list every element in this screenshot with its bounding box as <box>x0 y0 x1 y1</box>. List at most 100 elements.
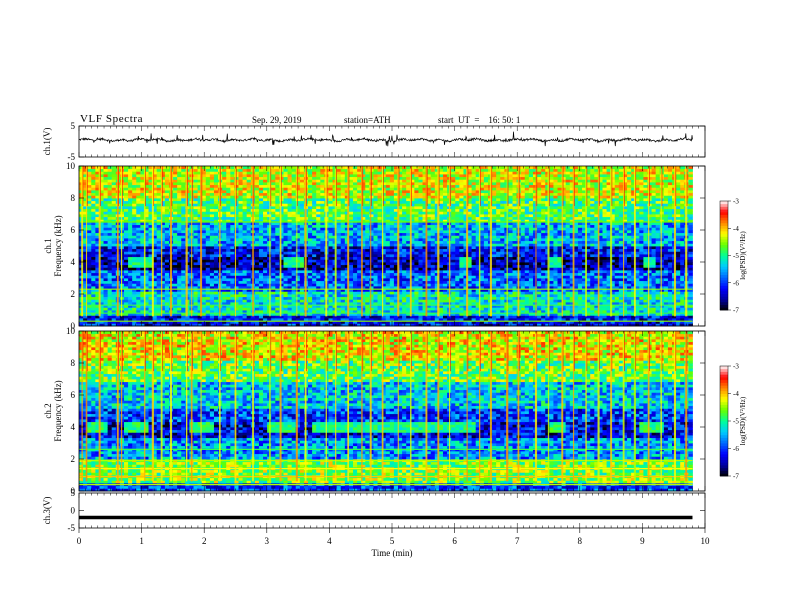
spectrogram-cell <box>389 310 395 314</box>
spectrogram-cell <box>254 198 260 202</box>
spectrogram-cell <box>389 299 395 303</box>
spectrogram-cell <box>123 216 129 220</box>
spectrogram-cell <box>234 216 239 220</box>
spectrogram-cell <box>348 246 354 250</box>
spectrogram-cell <box>328 251 333 255</box>
spectrogram-cell <box>369 216 374 220</box>
spectrogram-cell <box>385 296 391 300</box>
spectrogram-cell <box>381 291 387 295</box>
spectrogram-cell <box>291 182 297 186</box>
spectrogram-cell <box>381 270 387 274</box>
spectrogram-cell <box>99 318 104 322</box>
spectrogram-cell <box>275 262 280 266</box>
spectrogram-cell <box>336 171 342 175</box>
spectrogram-cell <box>164 227 170 231</box>
spectrogram-cell <box>201 171 207 175</box>
spectrogram-cell <box>222 168 227 172</box>
spectrogram-cell <box>377 307 383 311</box>
spectrogram-cell <box>95 288 100 292</box>
spectrogram-cell <box>369 259 374 263</box>
spectrogram-cell <box>271 262 276 266</box>
spectrogram-cell <box>246 248 252 252</box>
spectrogram-cell <box>369 211 374 215</box>
spectrogram-cell <box>205 320 211 324</box>
spectrogram-cell <box>136 176 141 180</box>
spectrogram-cell <box>246 275 252 279</box>
spectrogram-cell <box>144 198 149 202</box>
spectrogram-cell <box>381 318 387 322</box>
spectrogram-cell <box>201 251 207 255</box>
spectrogram-cell <box>254 179 260 183</box>
spectrogram-cell <box>328 294 333 298</box>
spectrogram-cell <box>357 200 362 204</box>
spectrogram-cell <box>267 214 272 218</box>
spectrogram-cell <box>156 176 162 180</box>
spectrogram-cell <box>373 174 378 178</box>
spectrogram-cell <box>164 307 170 311</box>
spectrogram-cell <box>132 192 137 196</box>
spectrogram-cell <box>287 238 293 242</box>
spectrogram-cell <box>107 176 113 180</box>
spectrogram-cell <box>87 192 92 196</box>
spectrogram-cell <box>148 224 154 228</box>
spectrogram-cell <box>254 310 260 314</box>
spectrogram-cell <box>173 259 178 263</box>
spectrogram-cell <box>107 198 113 202</box>
spectrogram-cell <box>365 216 370 220</box>
spectrogram-cell <box>238 243 243 247</box>
spectrogram-cell <box>222 299 227 303</box>
spectrogram-cell <box>258 222 264 226</box>
spectrogram-cell <box>222 187 227 191</box>
spectrogram-cell <box>91 235 96 239</box>
spectrogram-cell <box>132 248 137 252</box>
spectrogram-cell <box>361 256 366 260</box>
spectrogram-cell <box>312 310 317 314</box>
spectrogram-cell <box>128 248 133 252</box>
spectrogram-cell <box>287 200 293 204</box>
spectrogram-cell <box>103 304 109 308</box>
spectrogram-cell <box>340 267 346 271</box>
spectrogram-cell <box>291 288 297 292</box>
spectrogram-cell <box>340 179 346 183</box>
spectrogram-cell <box>123 243 129 247</box>
spectrogram-cell <box>197 190 203 194</box>
spectrogram-cell <box>156 291 162 295</box>
spectrogram-cell <box>320 190 325 194</box>
spectrogram-cell <box>226 187 231 191</box>
spectrogram-cell <box>254 174 260 178</box>
spectrogram-cell <box>320 283 325 287</box>
spectrogram-cell <box>316 219 321 223</box>
spectrogram-cell <box>357 294 362 298</box>
spectrogram-cell <box>377 294 383 298</box>
spectrogram-cell <box>275 291 280 295</box>
spectrogram-cell <box>263 267 268 271</box>
spectrogram-cell <box>238 222 243 226</box>
spectrogram-cell <box>279 219 284 223</box>
spectrogram-cell <box>144 299 149 303</box>
spectrogram-cell <box>389 222 395 226</box>
spectrogram-cell <box>353 254 358 258</box>
spectrogram-cell <box>156 259 162 263</box>
spectrogram-cell <box>197 208 203 212</box>
spectrogram-cell <box>389 256 395 260</box>
spectrogram-cell <box>222 286 227 290</box>
spectrogram-cell <box>267 166 272 170</box>
spectrogram-cell <box>312 280 317 284</box>
spectrogram-cell <box>287 304 293 308</box>
spectrogram-cell <box>128 232 133 236</box>
spectrogram-cell <box>377 288 383 292</box>
spectrogram-cell <box>226 270 231 274</box>
spectrogram-cell <box>177 294 182 298</box>
spectrogram-cell <box>103 318 109 322</box>
spectrogram-cell <box>365 182 370 186</box>
spectrogram-cell <box>258 182 264 186</box>
spectrogram-cell <box>123 280 129 284</box>
spectrogram-cell <box>369 222 374 226</box>
spectrogram-cell <box>353 174 358 178</box>
spectrogram-cell <box>91 214 96 218</box>
spectrogram-cell <box>291 304 297 308</box>
spectrogram-cell <box>361 187 366 191</box>
spectrogram-cell <box>193 267 199 271</box>
spectrogram-cell <box>287 291 293 295</box>
spectrogram-cell <box>226 184 231 188</box>
